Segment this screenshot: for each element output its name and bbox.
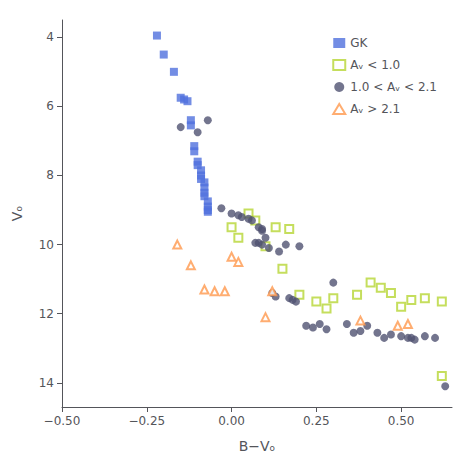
svg-text:14: 14 xyxy=(39,376,54,390)
svg-text:B−Vₒ: B−Vₒ xyxy=(239,438,276,454)
svg-text:0.25: 0.25 xyxy=(303,414,330,428)
svg-text:8: 8 xyxy=(46,168,54,182)
svg-text:−0.50: −0.50 xyxy=(44,414,81,428)
svg-text:Vₒ: Vₒ xyxy=(9,206,25,221)
svg-text:6: 6 xyxy=(46,99,54,113)
svg-text:0.50: 0.50 xyxy=(388,414,415,428)
svg-text:12: 12 xyxy=(39,307,54,321)
svg-text:1.0 < Aᵥ < 2.1: 1.0 < Aᵥ < 2.1 xyxy=(350,80,437,94)
svg-text:10: 10 xyxy=(39,238,54,252)
svg-text:Aᵥ > 2.1: Aᵥ > 2.1 xyxy=(350,102,400,116)
svg-text:−0.25: −0.25 xyxy=(128,414,165,428)
svg-text:GK: GK xyxy=(350,36,368,50)
svg-text:Aᵥ < 1.0: Aᵥ < 1.0 xyxy=(350,58,400,72)
svg-text:0.00: 0.00 xyxy=(218,414,245,428)
svg-text:4: 4 xyxy=(46,30,54,44)
